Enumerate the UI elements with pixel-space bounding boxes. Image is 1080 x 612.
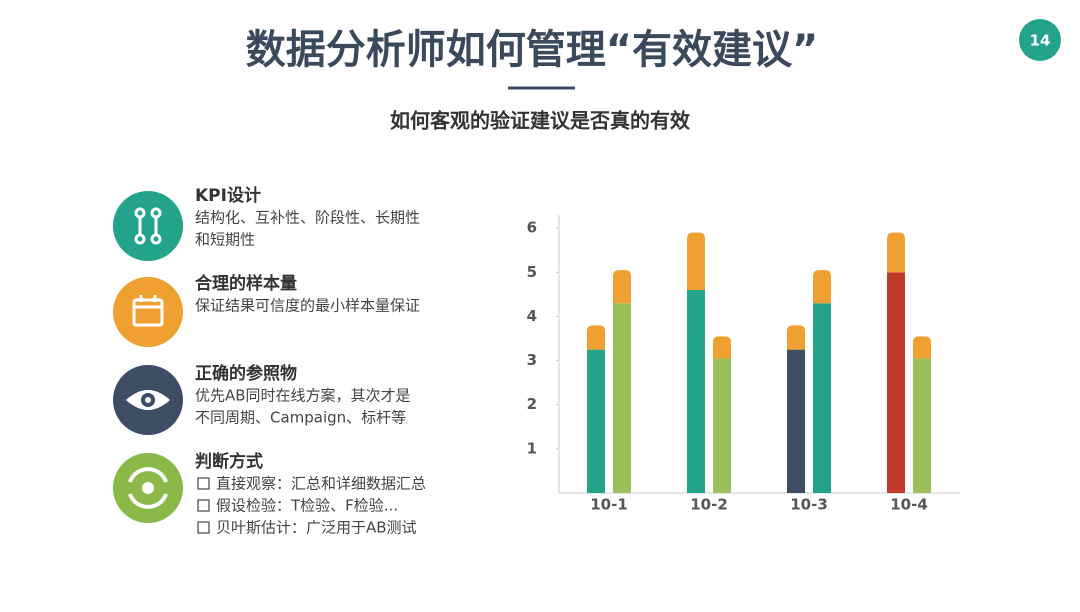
- y-tick-label: 6: [527, 219, 537, 237]
- bar-segment: [813, 270, 831, 304]
- item-line: 优先AB同时在线方案，其次才是: [195, 387, 411, 405]
- page-badge: [1019, 19, 1061, 61]
- icon-eye: [113, 365, 183, 435]
- checkbox: [197, 477, 210, 490]
- item-line: 贝叶斯估计：广泛用于AB测试: [216, 519, 417, 537]
- bar-segment: [813, 303, 831, 493]
- bar-segment: [713, 358, 731, 493]
- x-tick-label: 10-3: [790, 496, 828, 514]
- y-tick-label: 1: [527, 439, 537, 457]
- item-line: 保证结果可信度的最小样本量保证: [195, 297, 420, 315]
- bar-segment: [887, 232, 905, 273]
- item-title: KPI设计: [195, 185, 261, 206]
- item-line: 不同周期、Campaign、标杆等: [195, 409, 406, 427]
- bar-segment: [613, 303, 631, 493]
- icon-judge: [113, 453, 183, 523]
- x-tick-label: 10-4: [890, 496, 928, 514]
- icon-kpi: [113, 191, 183, 261]
- subtitle: 如何客观的验证建议是否真的有效: [390, 109, 690, 133]
- bar-segment: [787, 349, 805, 493]
- checkbox: [197, 499, 210, 512]
- y-tick-label: 5: [527, 263, 537, 281]
- icon-sample: [113, 277, 183, 347]
- y-tick-label: 3: [527, 351, 537, 369]
- item-title: 合理的样本量: [195, 273, 297, 294]
- item-title: 判断方式: [195, 451, 263, 472]
- y-tick-label: 4: [527, 307, 537, 325]
- bar-segment: [687, 290, 705, 493]
- bar-segment: [687, 232, 705, 291]
- bar-segment: [713, 336, 731, 359]
- bar-segment: [787, 325, 805, 350]
- bar-segment: [887, 272, 905, 493]
- slide-title: 数据分析师如何管理“有效建议”: [246, 27, 819, 73]
- x-tick-label: 10-2: [690, 496, 728, 514]
- item-title: 正确的参照物: [195, 363, 297, 384]
- page-number: 14: [1030, 32, 1051, 50]
- bar-segment: [913, 358, 931, 493]
- item-line: 假设检验：T检验、F检验...: [216, 497, 398, 515]
- item-line: 和短期性: [195, 231, 255, 249]
- checkbox: [197, 521, 210, 534]
- bar-segment: [613, 270, 631, 304]
- item-line: 结构化、互补性、阶段性、长期性: [195, 209, 420, 227]
- y-tick-label: 2: [527, 395, 537, 413]
- item-line: 直接观察：汇总和详细数据汇总: [216, 475, 426, 493]
- x-tick-label: 10-1: [590, 496, 628, 514]
- bar-segment: [587, 349, 605, 493]
- bar-segment: [587, 325, 605, 350]
- bar-segment: [913, 336, 931, 359]
